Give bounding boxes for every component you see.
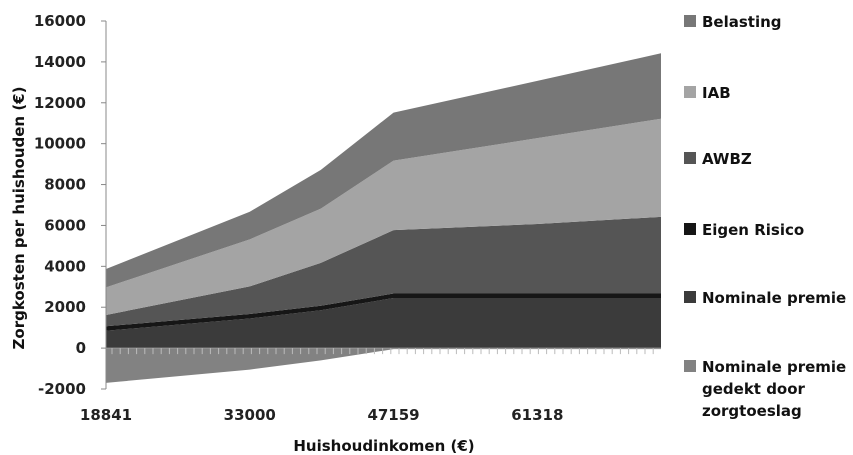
y-tick-label: 2000	[44, 298, 86, 316]
legend: Belasting IAB AWBZ Eigen Risico Nominale pre…	[684, 13, 846, 420]
y-tick-label: 8000	[44, 176, 86, 194]
legend-item-belasting: Belasting	[684, 13, 782, 31]
legend-label: IAB	[702, 84, 731, 102]
area-belasting	[106, 53, 661, 288]
legend-label: Eigen Risico	[702, 221, 804, 239]
axes	[101, 20, 661, 390]
legend-label: Nominale premie gedekt door zorgtoeslag	[702, 358, 846, 420]
legend-swatch	[684, 223, 696, 235]
y-tick-label: 16000	[34, 12, 86, 30]
x-tick-label: 33000	[224, 406, 276, 424]
y-tick-label: 4000	[44, 257, 86, 275]
legend-swatch	[684, 86, 696, 98]
y-tick-label: 10000	[34, 135, 86, 153]
legend-swatch	[684, 360, 696, 372]
legend-item-iab: IAB	[684, 84, 731, 102]
y-tick-label: 12000	[34, 94, 86, 112]
legend-item-nominale-premie-gedekt-door-zorgtoeslag: Nominale premie gedekt door zorgtoeslag	[684, 358, 846, 420]
legend-item-eigen-risico: Eigen Risico	[684, 221, 804, 239]
area-nominale-premie	[106, 298, 661, 349]
y-axis-title: Zorgkosten per huishouden (€)	[10, 87, 28, 350]
area-eigen-risico	[106, 293, 661, 331]
legend-label: Nominale premie	[702, 289, 846, 307]
x-tick-label: 61318	[511, 406, 563, 424]
legend-label: AWBZ	[702, 150, 752, 168]
x-tick-label: 47159	[367, 406, 419, 424]
area-nominale-premie-gedekt-door-zorgtoeslag	[106, 348, 661, 383]
legend-swatch	[684, 152, 696, 164]
y-tick-label: -2000	[38, 380, 86, 398]
area-iab	[106, 118, 661, 315]
y-tick-label: 6000	[44, 216, 86, 234]
legend-item-awbz: AWBZ	[684, 150, 752, 168]
legend-swatch	[684, 291, 696, 303]
legend-label: Belasting	[702, 13, 782, 31]
x-tick-label: 18841	[80, 406, 132, 424]
tick-labels: -2000 0 2000 4000 6000 8000 10000 12000 14000 160…	[34, 12, 564, 424]
legend-item-nominale-premie: Nominale premie	[684, 289, 846, 307]
y-tick-label: 14000	[34, 53, 86, 71]
area-layers	[106, 53, 661, 383]
y-tick-label: 0	[76, 339, 86, 357]
area-awbz	[106, 216, 661, 327]
x-axis-title: Huishoudinkomen (€)	[293, 437, 474, 455]
legend-swatch	[684, 15, 696, 27]
